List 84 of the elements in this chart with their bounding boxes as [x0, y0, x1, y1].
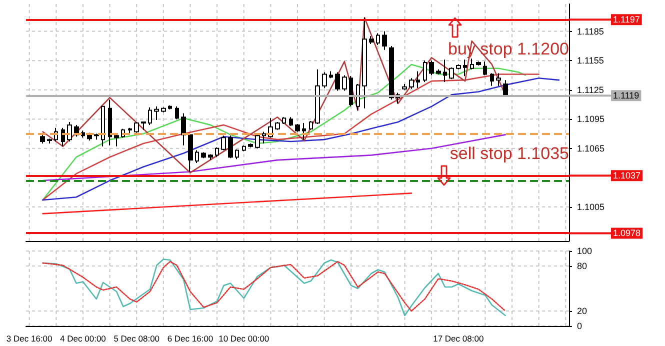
ref-line-label: 1.1197	[613, 14, 640, 25]
candlestick	[362, 17, 367, 109]
candlestick	[302, 122, 306, 140]
candlestick	[382, 30, 387, 50]
candlestick	[476, 61, 481, 66]
candlestick	[282, 116, 286, 124]
ref-line-label: 1.1119	[613, 90, 640, 101]
candlestick	[242, 144, 246, 152]
candlestick	[228, 135, 233, 159]
x-tick-label: 10 Dec 00:00	[218, 334, 270, 344]
candlestick	[369, 36, 374, 44]
candlestick	[148, 106, 152, 126]
candlestick	[456, 64, 461, 70]
candlestick	[322, 72, 327, 88]
candlestick	[114, 134, 119, 147]
candlestick	[449, 66, 454, 80]
candlestick	[141, 122, 146, 130]
ref-line-label: 1.1037	[613, 170, 641, 181]
candlestick	[496, 72, 501, 86]
candlestick	[423, 60, 427, 83]
x-tick-label: 5 Dec 08:00	[114, 334, 160, 344]
candlestick	[503, 80, 508, 96]
candlestick	[389, 45, 394, 100]
candlestick	[443, 59, 447, 83]
candlestick	[215, 146, 219, 158]
y-tick-label: 1.1125	[577, 84, 604, 95]
candlestick	[40, 134, 45, 144]
candlestick	[248, 142, 253, 148]
candlestick	[463, 59, 467, 77]
ref-line-label: 1.0978	[613, 228, 641, 238]
candlestick	[255, 134, 260, 149]
candlestick	[315, 68, 320, 124]
candlestick	[175, 106, 179, 120]
y-tick-label: 100	[577, 246, 592, 256]
candlestick	[356, 83, 360, 111]
x-tick-label: 4 Dec 00:00	[60, 334, 106, 344]
candlestick	[161, 106, 166, 113]
candlestick	[195, 150, 199, 164]
candlestick	[295, 123, 300, 132]
candlestick	[235, 148, 239, 160]
candlestick	[376, 32, 380, 46]
candlestick	[94, 133, 99, 140]
x-tick-label: 6 Dec 16:00	[167, 334, 214, 344]
y-tick-label: 1.1185	[577, 26, 604, 36]
y-tick-label: 0	[577, 321, 582, 331]
candlestick	[221, 135, 226, 151]
candlestick	[47, 138, 52, 144]
candlestick	[342, 74, 347, 92]
candlestick	[108, 99, 112, 146]
candlestick	[128, 127, 132, 134]
candlestick	[289, 116, 293, 126]
candlestick	[402, 83, 407, 90]
candlestick	[335, 72, 340, 92]
candlestick	[262, 131, 266, 144]
candlestick	[309, 120, 313, 130]
x-tick-label: 17 Dec 08:00	[433, 334, 484, 344]
candlestick	[490, 72, 494, 86]
candlestick	[181, 112, 186, 146]
candlestick	[101, 106, 105, 147]
candlestick	[409, 78, 414, 90]
candlestick	[168, 104, 172, 110]
y-tick-label: 1.1095	[577, 114, 605, 124]
candlestick	[470, 58, 474, 70]
candlestick	[154, 106, 159, 121]
candlestick	[436, 68, 441, 75]
x-tick-label: 3 Dec 16:00	[6, 334, 53, 344]
y-tick-label: 1.1155	[577, 56, 604, 66]
y-tick-label: 1.1065	[577, 143, 605, 154]
y-tick-label: 80	[577, 261, 588, 271]
candlestick	[483, 61, 487, 76]
annotation: sell stop 1.1035	[450, 144, 569, 163]
candlestick	[349, 76, 353, 107]
candlestick	[275, 122, 280, 130]
y-tick-label: 20	[577, 306, 588, 316]
candlestick	[416, 70, 420, 88]
candlestick	[329, 70, 333, 79]
candlestick	[429, 60, 434, 76]
candlestick	[134, 122, 139, 134]
candlestick	[188, 133, 193, 172]
candlestick	[208, 154, 213, 161]
candlestick	[201, 152, 206, 159]
y-tick-label: 1.1005	[577, 202, 605, 212]
candlestick	[67, 122, 72, 142]
candlestick	[81, 130, 85, 138]
